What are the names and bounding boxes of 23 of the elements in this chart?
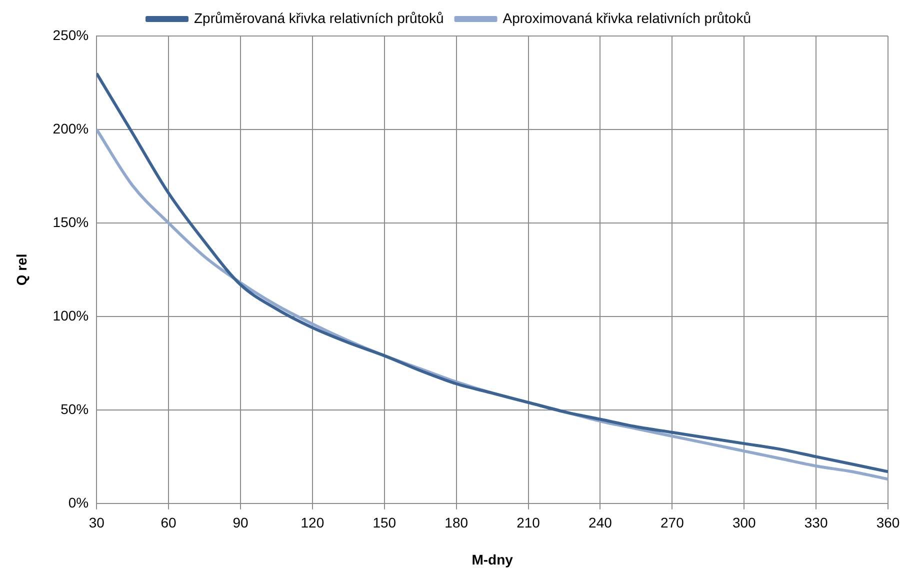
x-tick-label: 120 <box>300 514 324 531</box>
x-tick-label: 210 <box>516 514 540 531</box>
x-tick-label: 60 <box>160 514 177 531</box>
y-tick-label: 50% <box>60 400 89 417</box>
x-tick-label: 240 <box>588 514 612 531</box>
legend-label: Aproximovaná křivka relativních průtoků <box>502 10 752 26</box>
y-tick-label: 150% <box>52 214 89 230</box>
x-tick-label: 300 <box>732 514 756 531</box>
x-tick-label: 180 <box>444 514 468 531</box>
x-axis-title: M-dny <box>472 551 514 568</box>
y-tick-label: 0% <box>68 494 89 510</box>
x-tick-label: 90 <box>232 514 248 531</box>
y-tick-label: 250% <box>52 26 89 43</box>
legend-label: Zprůměrovaná křivka relativních průtoků <box>194 10 444 26</box>
x-tick-label: 360 <box>876 514 900 531</box>
x-tick-label: 150 <box>372 514 396 531</box>
y-axis-title: Q rel <box>13 254 30 286</box>
y-tick-label: 100% <box>52 307 89 324</box>
x-tick-label: 30 <box>88 514 105 531</box>
x-tick-label: 330 <box>804 514 828 531</box>
line-series <box>96 72 888 474</box>
y-tick-label: 200% <box>52 120 89 136</box>
x-tick-label: 270 <box>660 514 684 531</box>
